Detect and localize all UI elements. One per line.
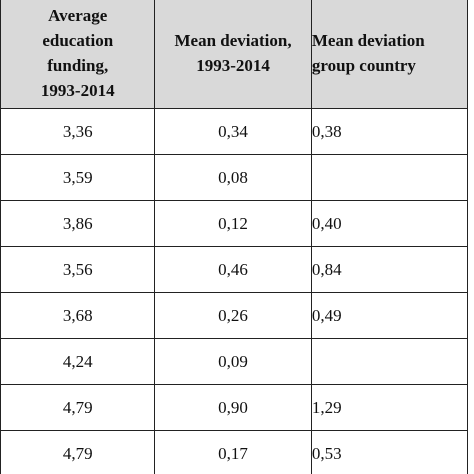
cell-mean-deviation: 0,34 [154,108,312,155]
cell-group-deviation: 0,40 [310,200,469,247]
cell-average-funding: 3,68 [0,292,156,339]
cell-mean-deviation: 0,09 [154,338,312,385]
cell-group-deviation [310,154,469,201]
cell-average-funding: 3,56 [0,246,156,293]
header-row: Average education funding, 1993-2014 Mea… [0,0,469,109]
cell-mean-deviation: 0,12 [154,200,312,247]
table-row: 3,86 0,12 0,40 [0,200,469,247]
cell-average-funding: 3,59 [0,154,156,201]
header-average-funding: Average education funding, 1993-2014 [0,0,156,109]
cell-average-funding: 4,79 [0,430,156,474]
header-line: Mean deviation [311,30,425,50]
header-line: group country [311,55,416,75]
cell-mean-deviation: 0,26 [154,292,312,339]
cell-average-funding: 4,79 [0,384,156,431]
cell-group-deviation: 0,49 [310,292,469,339]
cell-average-funding: 3,36 [0,108,156,155]
cell-mean-deviation: 0,46 [154,246,312,293]
cell-average-funding: 4,24 [0,338,156,385]
header-line: education [42,30,114,50]
cell-group-deviation: 1,29 [310,384,469,431]
header-mean-deviation-group: Mean deviation group country [310,0,469,109]
cell-group-deviation [310,338,469,385]
header-mean-deviation: Mean deviation, 1993-2014 [154,0,312,109]
table-row: 4,79 0,17 0,53 [0,430,469,474]
cell-mean-deviation: 0,08 [154,154,312,201]
table-row: 3,59 0,08 [0,154,469,201]
cell-group-deviation: 0,38 [310,108,469,155]
header-line: 1993-2014 [196,55,270,75]
cell-mean-deviation: 0,90 [154,384,312,431]
table-row: 4,79 0,90 1,29 [0,384,469,431]
table-row: 4,24 0,09 [0,338,469,385]
table-row: 3,68 0,26 0,49 [0,292,469,339]
cell-mean-deviation: 0,17 [154,430,312,474]
table-row: 3,56 0,46 0,84 [0,246,469,293]
cell-group-deviation: 0,53 [310,430,469,474]
header-line: funding, [47,55,109,75]
cell-group-deviation: 0,84 [310,246,469,293]
header-line: Mean deviation, [174,30,292,50]
table-row: 3,36 0,34 0,38 [0,108,469,155]
cell-average-funding: 3,86 [0,200,156,247]
header-line: Average [48,5,108,25]
header-line: 1993-2014 [40,80,115,100]
